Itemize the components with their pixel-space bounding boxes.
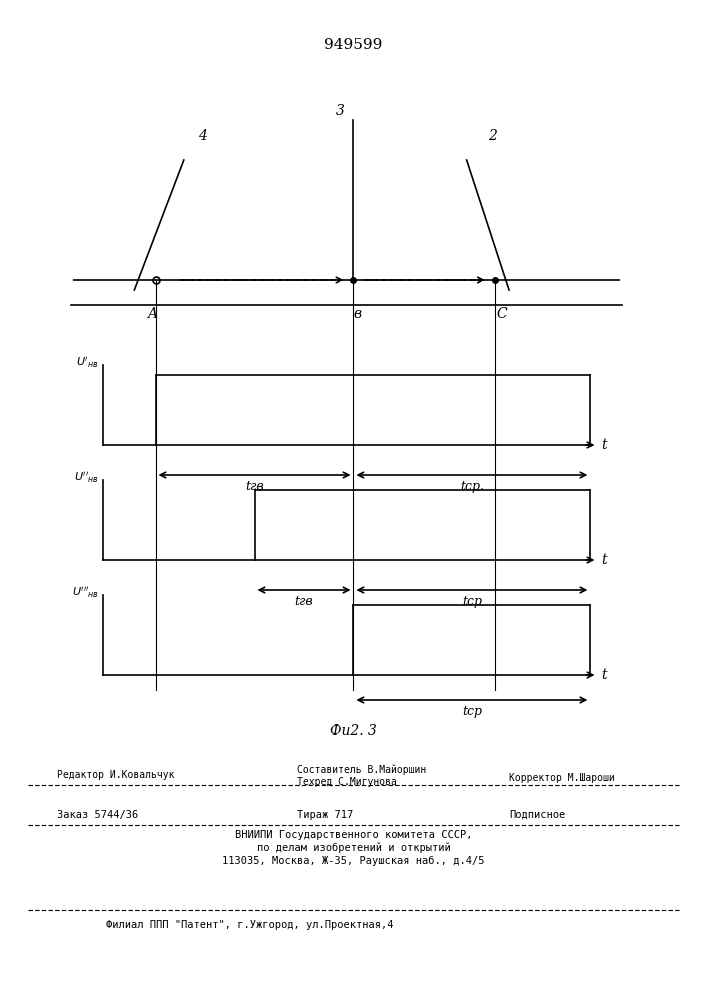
Text: t: t	[601, 668, 607, 682]
Text: Филиал ППП "Патент", г.Ужгород, ул.Проектная,4: Филиал ППП "Патент", г.Ужгород, ул.Проек…	[106, 920, 394, 930]
Text: Корректор М.Шароши: Корректор М.Шароши	[509, 773, 615, 783]
Text: Фu2. 3: Фu2. 3	[330, 724, 377, 738]
Text: Составитель В.Майоршин: Составитель В.Майоршин	[297, 765, 426, 775]
Text: 113035, Москва, Ж-35, Раушская наб., д.4/5: 113035, Москва, Ж-35, Раушская наб., д.4…	[222, 856, 485, 866]
Text: tср: tср	[462, 705, 482, 718]
Text: 2: 2	[488, 129, 497, 143]
Text: tгв: tгв	[295, 595, 313, 608]
Text: Подписное: Подписное	[509, 810, 566, 820]
Text: в: в	[353, 307, 361, 321]
Text: t: t	[601, 553, 607, 567]
Text: $U'_{нв}$: $U'_{нв}$	[76, 355, 99, 370]
Text: по делам изобретений и открытий: по делам изобретений и открытий	[257, 843, 450, 853]
Text: tср: tср	[462, 595, 482, 608]
Text: C: C	[496, 307, 508, 321]
Text: Тираж 717: Тираж 717	[297, 810, 354, 820]
Text: $U''_{нв}$: $U''_{нв}$	[74, 470, 99, 485]
Text: Заказ 5744/36: Заказ 5744/36	[57, 810, 138, 820]
Text: 4: 4	[198, 129, 207, 143]
Text: 3: 3	[336, 104, 345, 118]
Text: tгв: tгв	[245, 480, 264, 493]
Text: tср.: tср.	[460, 480, 484, 493]
Text: A: A	[147, 307, 157, 321]
Text: Редактор И.Ковальчук: Редактор И.Ковальчук	[57, 770, 174, 780]
Text: $U'''_{нв}$: $U'''_{нв}$	[72, 585, 99, 600]
Text: t: t	[601, 438, 607, 452]
Text: 949599: 949599	[325, 38, 382, 52]
Text: ВНИИПИ Государственного комитета СССР,: ВНИИПИ Государственного комитета СССР,	[235, 830, 472, 840]
Text: Техред С.Мигунова: Техред С.Мигунова	[297, 777, 397, 787]
